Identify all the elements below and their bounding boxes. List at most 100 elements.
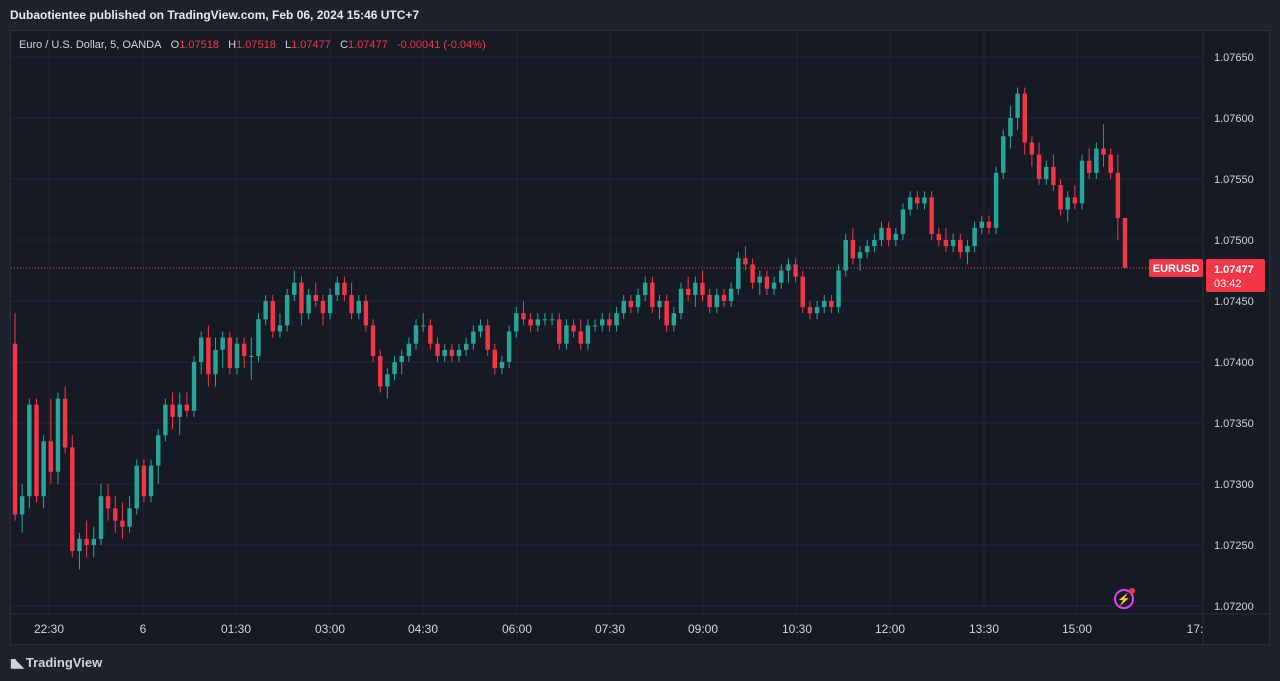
candle-body — [922, 197, 927, 204]
candle-body — [306, 294, 311, 314]
open-value: 1.07518 — [179, 39, 219, 51]
candle-body — [284, 294, 290, 326]
candle-body — [342, 282, 347, 295]
candle-body — [198, 337, 204, 362]
candle-body — [399, 355, 404, 362]
candle-body — [349, 294, 354, 314]
candle-body — [693, 282, 698, 295]
y-tick-label: 1.07600 — [1214, 113, 1254, 125]
candle-body — [635, 294, 641, 308]
candle-body — [1029, 142, 1035, 155]
candle-body — [664, 301, 669, 326]
candle-body — [363, 301, 369, 326]
candle-body — [385, 374, 390, 387]
candle-body — [456, 349, 462, 356]
candle-body — [557, 319, 562, 344]
candle-body — [148, 465, 154, 497]
candle-body — [707, 294, 712, 308]
y-tick-label: 1.07500 — [1214, 235, 1254, 247]
candle-body — [227, 337, 233, 369]
lightning-icon[interactable]: ⚡ — [1114, 589, 1134, 609]
candle-body — [671, 313, 677, 326]
candle-body — [721, 294, 727, 301]
candle-body — [965, 246, 970, 253]
candle-body — [607, 319, 612, 326]
candle-body — [478, 325, 483, 332]
x-tick-label: 6 — [140, 622, 147, 636]
candle-body — [836, 270, 841, 308]
candle-body — [1036, 154, 1042, 179]
candle-body — [256, 319, 261, 356]
x-tick-label: 12:00 — [875, 622, 905, 636]
candle-body — [463, 343, 469, 350]
candle-body — [958, 240, 963, 253]
candle-body — [621, 301, 626, 314]
candle-body — [1094, 148, 1099, 173]
candle-body — [1072, 197, 1078, 204]
y-tick-label: 1.07650 — [1214, 52, 1254, 64]
candle-body — [678, 288, 684, 314]
candle-body — [642, 282, 648, 295]
candle-body — [499, 362, 505, 369]
candle-body — [779, 270, 784, 283]
candle-body — [134, 465, 139, 509]
price-tag-value: 1.07477 — [1214, 264, 1254, 276]
candle-body — [743, 258, 748, 265]
candle-body — [299, 282, 304, 314]
candle-body — [814, 307, 820, 314]
candle-body — [335, 282, 340, 295]
candle-body — [241, 343, 247, 356]
x-tick-label: 22:30 — [34, 622, 64, 636]
candle-body — [800, 276, 805, 308]
candle-body — [521, 313, 526, 320]
open-label: O — [170, 39, 180, 51]
low-label: L — [285, 39, 292, 51]
candle-body — [406, 343, 412, 356]
candle-body — [471, 331, 476, 344]
candle-body — [234, 343, 240, 369]
candle-body — [428, 325, 433, 344]
symbol-tag-label: EURUSD — [1153, 263, 1200, 275]
candle-body — [685, 288, 691, 295]
candle-body — [757, 276, 762, 283]
candle-body — [943, 240, 949, 247]
x-tick-label: 01:30 — [221, 622, 251, 636]
chart-frame[interactable] — [10, 30, 1270, 645]
candle-body — [55, 398, 61, 472]
candle-body — [449, 349, 455, 356]
candle-body — [156, 435, 161, 466]
candle-body — [191, 362, 197, 411]
candle-body — [1079, 160, 1085, 204]
candle-body — [370, 325, 376, 356]
candle-body — [320, 301, 326, 314]
candle-body — [628, 301, 634, 308]
candle-body — [771, 282, 777, 289]
tradingview-logo[interactable]: ▮◣ TradingView — [10, 655, 102, 670]
candle-body — [141, 465, 147, 497]
candle-body — [571, 325, 576, 332]
x-tick-label: 15:00 — [1062, 622, 1092, 636]
y-tick-label: 1.07550 — [1214, 174, 1254, 186]
price-tag-countdown: 03:42 — [1214, 278, 1242, 290]
x-tick-label: 03:00 — [315, 622, 345, 636]
candle-body — [1115, 172, 1121, 219]
x-tick-label: 09:00 — [688, 622, 718, 636]
candle-body — [184, 404, 190, 411]
candle-body — [1051, 166, 1056, 186]
candle-body — [879, 227, 884, 240]
candle-body — [206, 337, 211, 375]
x-tick-label: 17: — [1187, 622, 1204, 636]
tradingview-logo-icon: ▮◣ — [10, 655, 24, 670]
y-tick-label: 1.07200 — [1214, 601, 1254, 613]
close-value: 1.07477 — [348, 39, 388, 51]
candle-body — [1101, 148, 1106, 155]
candle-body — [700, 282, 705, 295]
candle-body — [485, 325, 490, 350]
candle-body — [120, 520, 125, 527]
candle-body — [549, 319, 555, 321]
candle-body — [41, 441, 46, 497]
candle-body — [893, 233, 899, 240]
symbol-title: Euro / U.S. Dollar, 5, OANDA — [19, 39, 162, 51]
candle-body — [850, 240, 856, 259]
